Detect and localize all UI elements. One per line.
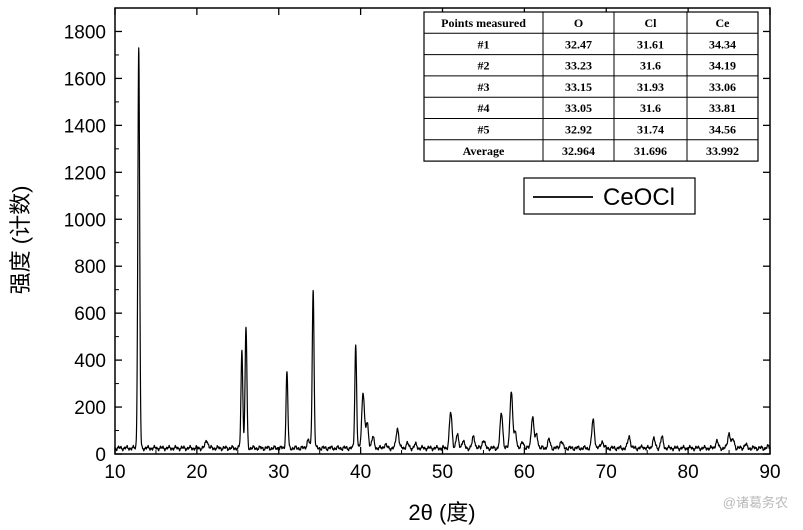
table-cell: 31.6 [640, 101, 661, 115]
watermark: @诸葛务农 [723, 495, 788, 510]
y-tick-label: 200 [74, 398, 106, 419]
table-cell: 33.05 [565, 101, 592, 115]
y-tick-label: 1600 [64, 69, 106, 90]
table-cell: #4 [478, 101, 490, 115]
table-cell: #5 [478, 123, 490, 137]
x-tick-label: 40 [350, 462, 371, 483]
table-cell: 33.81 [709, 101, 736, 115]
table-cell: 34.34 [709, 37, 736, 51]
y-tick-label: 1400 [64, 116, 106, 137]
table-header-cell: Ce [716, 16, 731, 30]
y-tick-label: 1200 [64, 163, 106, 184]
y-tick-label: 400 [74, 351, 106, 372]
legend: CeOCl [523, 177, 696, 215]
table-header-cell: Points measured [441, 16, 526, 30]
table-cell: 34.56 [709, 123, 736, 137]
legend-box [523, 177, 696, 215]
table-cell: 33.992 [706, 144, 739, 158]
table-cell: #2 [478, 59, 490, 73]
table-cell: 31.6 [640, 59, 661, 73]
table-cell: 34.19 [709, 59, 736, 73]
table-cell: 31.74 [637, 123, 664, 137]
table-cell: #1 [478, 37, 490, 51]
x-tick-label: 70 [596, 462, 617, 483]
y-tick-label: 0 [95, 445, 106, 466]
x-tick-label: 10 [104, 462, 125, 483]
table-frame [423, 11, 759, 162]
x-axis-title: 2θ (度) [408, 500, 475, 525]
table-header-cell: O [574, 16, 583, 30]
x-tick-label: 80 [678, 462, 699, 483]
table-cell: 32.964 [562, 144, 595, 158]
y-tick-label: 1800 [64, 22, 106, 43]
y-tick-label: 600 [74, 304, 106, 325]
composition-table: Points measured O Cl Ce #1 32.47 31.61 34.34 #2 3… [423, 11, 759, 162]
table-cell: Average [463, 144, 505, 158]
table-cell: 33.23 [565, 59, 592, 73]
x-tick-label: 60 [514, 462, 535, 483]
y-tick-label: 1000 [64, 210, 106, 231]
table-cell: 31.696 [634, 144, 667, 158]
x-tick-label: 20 [186, 462, 207, 483]
table-cell: 31.61 [637, 37, 664, 51]
table-cell: 32.47 [565, 37, 592, 51]
y-axis-title: 强度 (计数) [8, 186, 33, 295]
table-header-cell: Cl [645, 16, 658, 30]
table-cell: 32.92 [565, 123, 592, 137]
table-cell: 33.15 [565, 80, 592, 94]
y-tick-label: 800 [74, 257, 106, 278]
x-tick-label: 50 [432, 462, 453, 483]
table-cell: #3 [478, 80, 490, 94]
table-cell: 31.93 [637, 80, 664, 94]
x-tick-label: 90 [759, 462, 780, 483]
table-cell: 33.06 [709, 80, 736, 94]
x-tick-label: 30 [268, 462, 289, 483]
legend-label-ceocl: CeOCl [603, 184, 675, 211]
